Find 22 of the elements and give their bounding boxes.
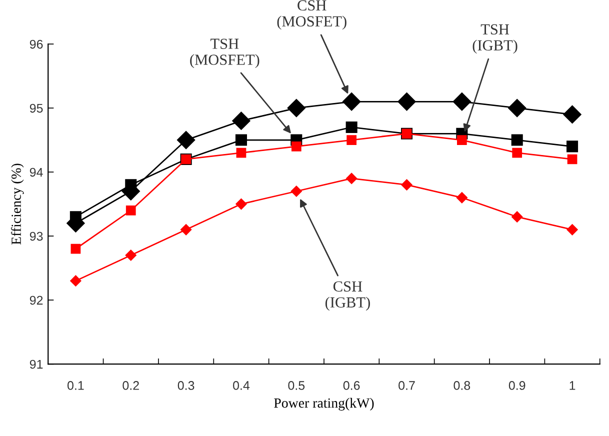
- x-tick-label: 0.8: [454, 381, 470, 390]
- x-axis-title: Power rating(kW): [274, 398, 374, 411]
- x-tick-label: 0.1: [68, 381, 84, 390]
- x-tick-label: 1: [570, 381, 576, 390]
- x-tick-label: 0.4: [233, 381, 250, 390]
- x-tick-label: 0.6: [343, 381, 360, 390]
- text: TSH (MOSFET): [190, 38, 260, 68]
- y-axis-title: Efficiency (%): [11, 164, 24, 245]
- x-tick-label: 0.9: [508, 381, 526, 390]
- y-tick-label: 92: [30, 296, 43, 305]
- y-tick-label: 93: [30, 232, 43, 241]
- text: CSH (MOSFET): [277, 0, 346, 30]
- text: TSH (IGBT): [472, 24, 518, 54]
- x-tick-label: 0.2: [122, 381, 139, 390]
- x-tick-label: 0.5: [288, 381, 305, 390]
- x-tick-label: 0.7: [398, 381, 415, 390]
- y-tick-label: 95: [30, 104, 43, 113]
- text: CSH (IGBT): [325, 281, 370, 311]
- y-tick-label: 91: [30, 360, 43, 369]
- y-tick-label: 96: [30, 40, 43, 49]
- y-tick-label: 94: [30, 168, 43, 177]
- x-tick-label: 0.3: [178, 381, 194, 390]
